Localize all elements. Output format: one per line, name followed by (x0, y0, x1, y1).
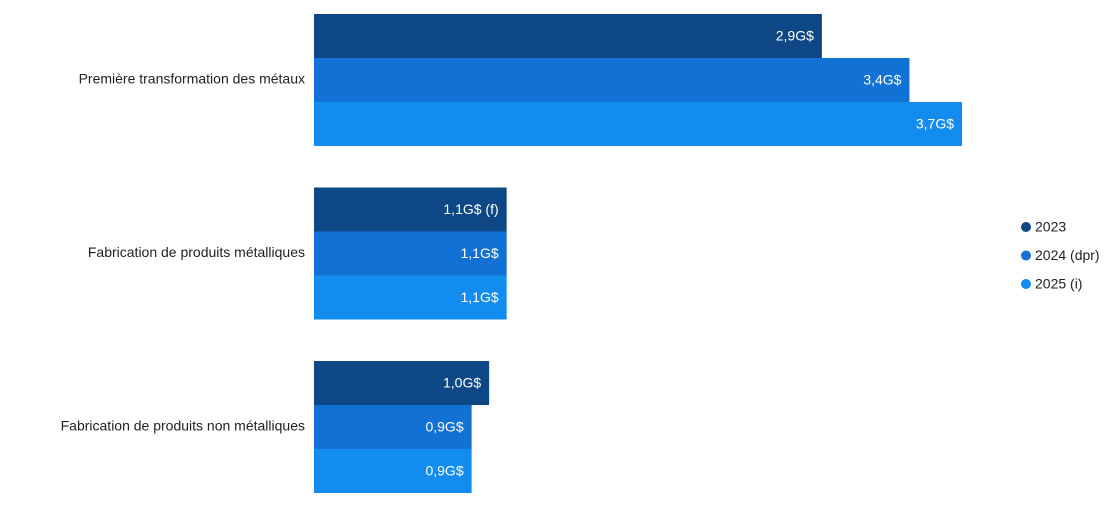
legend-label: 2025 (i) (1035, 276, 1082, 292)
value-label: 1,1G$ (461, 245, 499, 261)
legend-label: 2024 (dpr) (1035, 247, 1100, 263)
bar (314, 102, 962, 146)
value-label: 1,1G$ (461, 289, 499, 305)
legend-marker (1021, 222, 1031, 232)
bar (314, 449, 472, 493)
bar (314, 405, 472, 449)
bar (314, 14, 822, 58)
category-label: Fabrication de produits non métalliques (61, 418, 305, 434)
value-label: 2,9G$ (776, 28, 814, 44)
value-label: 0,9G$ (425, 419, 463, 435)
value-label: 3,7G$ (916, 116, 954, 132)
bar (314, 58, 910, 102)
value-label: 1,0G$ (443, 375, 481, 391)
legend-marker (1021, 250, 1031, 261)
value-label: 0,9G$ (425, 463, 463, 479)
legend-marker (1021, 279, 1031, 289)
legend-label: 2023 (1035, 219, 1066, 235)
value-label: 3,4G$ (863, 72, 901, 88)
bar (314, 231, 507, 276)
category-label: Fabrication de produits métalliques (88, 244, 305, 260)
bar (314, 361, 490, 405)
bar (314, 187, 507, 232)
bar (314, 275, 507, 320)
value-label: 1,1G$ (f) (443, 201, 498, 217)
category-label: Première transformation des métaux (79, 71, 305, 87)
